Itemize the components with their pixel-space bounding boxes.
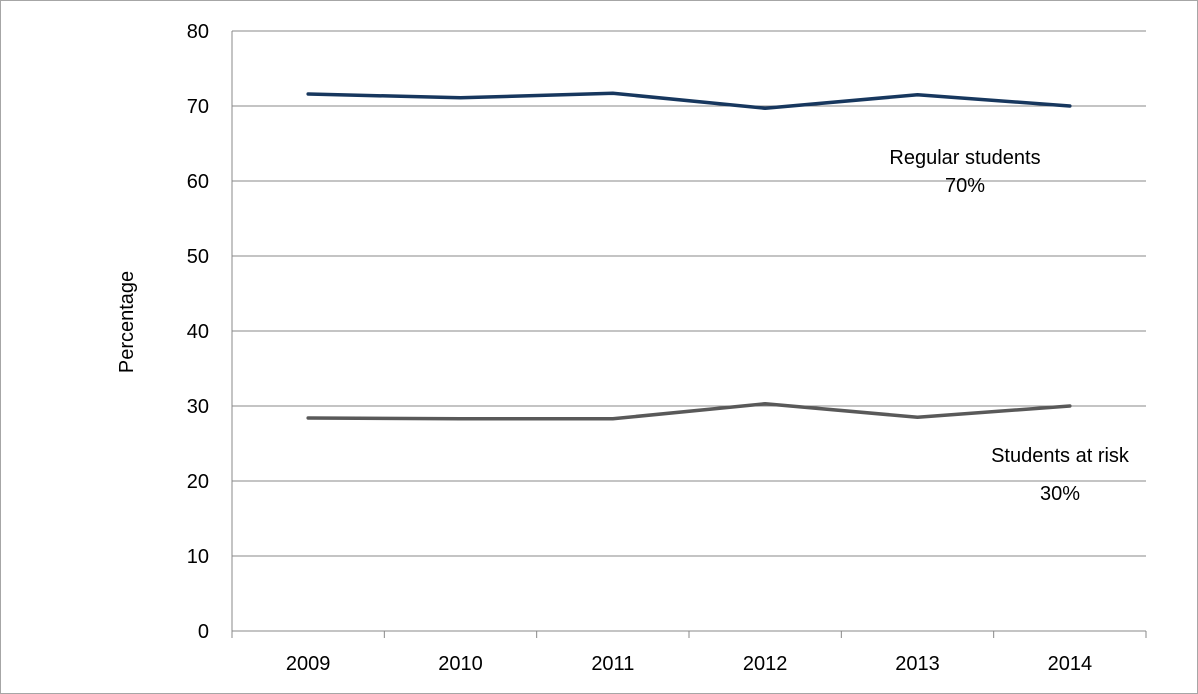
- series-line-students-at-risk: [306, 402, 1072, 421]
- axes: [231, 31, 1147, 638]
- y-tick-label: 80: [187, 21, 209, 43]
- series-lines: [306, 91, 1072, 421]
- y-tick-label: 70: [187, 96, 209, 118]
- y-tick-label: 30: [187, 396, 209, 418]
- y-tick-label: 40: [187, 321, 209, 343]
- series-line-regular-students: [306, 91, 1072, 110]
- x-tick-labels: 2009 2010 2011 2012 2013 2014: [286, 653, 1092, 675]
- y-axis-title: Percentage: [116, 271, 138, 373]
- x-tick-label: 2011: [591, 653, 634, 675]
- gridlines: [232, 30, 1146, 557]
- y-tick-labels: 0 10 20 30 40 50 60 70 80: [187, 21, 209, 643]
- y-tick-label: 60: [187, 171, 209, 193]
- x-tick-label: 2009: [286, 653, 331, 675]
- annotation-regular-students: Regular students 70%: [889, 147, 1040, 197]
- annotation-students-at-risk-name: Students at risk: [991, 445, 1130, 467]
- y-tick-label: 50: [187, 246, 209, 268]
- x-tick-label: 2014: [1048, 653, 1093, 675]
- y-tick-label: 0: [198, 621, 209, 643]
- annotation-regular-students-name: Regular students: [889, 147, 1040, 169]
- x-tick-label: 2012: [743, 653, 788, 675]
- x-tick-label: 2013: [895, 653, 940, 675]
- y-tick-label: 10: [187, 546, 209, 568]
- annotation-students-at-risk: Students at risk 30%: [991, 445, 1130, 505]
- annotation-regular-students-value: 70%: [945, 175, 985, 197]
- y-tick-label: 20: [187, 471, 209, 493]
- annotation-students-at-risk-value: 30%: [1040, 483, 1080, 505]
- x-tick-label: 2010: [438, 653, 483, 675]
